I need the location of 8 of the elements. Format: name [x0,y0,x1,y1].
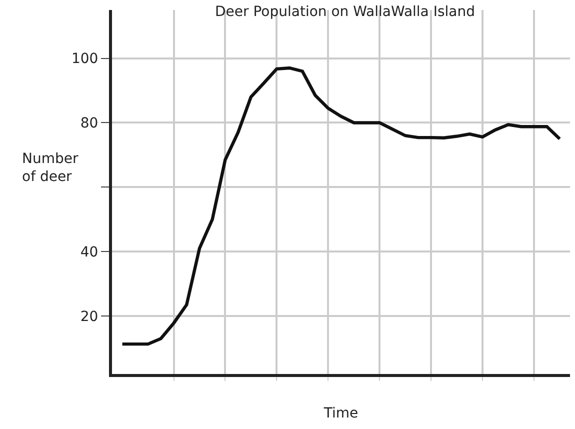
y-tick-label: 100 [71,51,98,68]
y-axis-title: Number of deer [22,151,78,186]
line-series [120,66,562,346]
y-tick-label: 80 [80,116,98,132]
chart-title: Deer Population on WallaWalla Island [215,4,475,20]
y-tick-label: 20 [80,308,98,325]
x-axis-title: Time [322,405,358,422]
y-tick-label: 40 [80,244,98,260]
